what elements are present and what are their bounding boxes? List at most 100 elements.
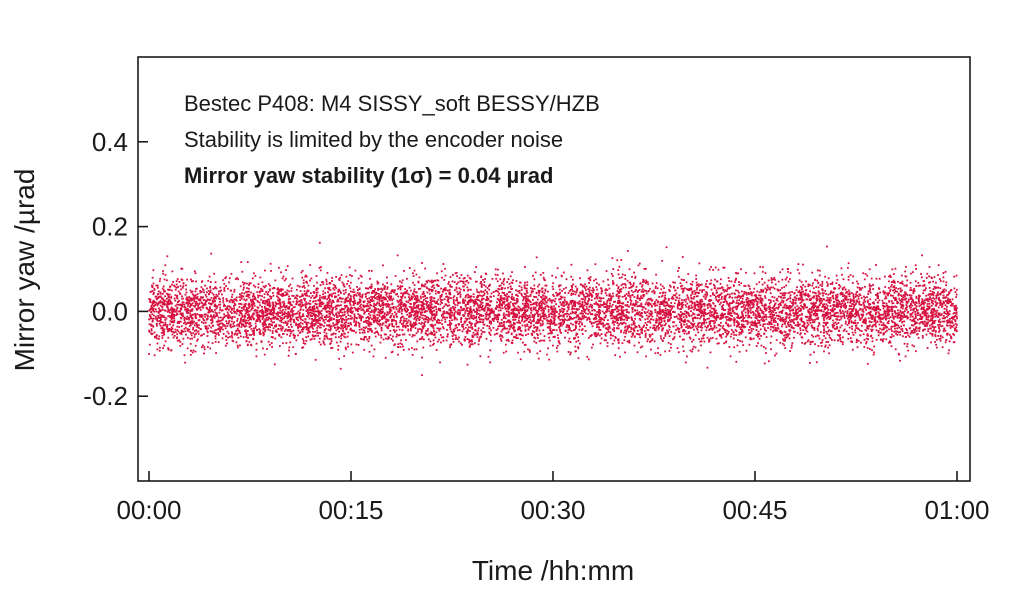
data-point (690, 287, 693, 290)
data-point (924, 289, 927, 292)
data-point (808, 284, 811, 286)
data-point (759, 328, 762, 331)
data-point (887, 287, 890, 289)
data-point (245, 330, 248, 333)
data-point (883, 293, 886, 295)
data-point (578, 316, 581, 319)
data-point (506, 293, 508, 296)
data-point (227, 332, 230, 335)
data-point (336, 319, 339, 322)
data-point (902, 312, 905, 314)
data-point (704, 298, 707, 300)
data-point (694, 293, 697, 295)
data-point (925, 333, 928, 336)
data-point (859, 334, 862, 337)
data-point (279, 301, 282, 304)
data-point (533, 314, 536, 317)
data-point (574, 300, 577, 303)
data-point (382, 311, 384, 313)
data-point (780, 318, 783, 321)
data-point (475, 321, 478, 324)
data-point (386, 338, 389, 340)
data-point (242, 336, 245, 339)
data-point (158, 280, 161, 283)
data-point (909, 296, 912, 299)
data-point (740, 326, 743, 329)
data-point (628, 324, 631, 327)
data-point (415, 315, 418, 318)
data-point (722, 288, 725, 291)
data-point (363, 312, 366, 315)
data-point (945, 300, 948, 302)
data-point (915, 305, 918, 308)
data-point (162, 347, 164, 349)
data-point (287, 326, 290, 328)
data-point (546, 304, 548, 307)
data-point (386, 276, 388, 279)
data-point (583, 304, 586, 307)
data-point (933, 291, 936, 294)
data-point (680, 322, 683, 325)
data-point (717, 287, 720, 290)
data-point (705, 283, 707, 285)
data-point (608, 299, 611, 302)
data-point (785, 299, 788, 302)
data-point (754, 298, 757, 301)
data-point (798, 306, 801, 309)
data-point (933, 298, 936, 300)
data-point (397, 310, 400, 313)
data-point (286, 324, 288, 326)
data-point (538, 292, 541, 294)
data-point (358, 292, 361, 295)
data-point (394, 343, 396, 346)
data-point (370, 287, 373, 290)
data-point (870, 315, 873, 318)
data-point (306, 326, 309, 329)
data-point (852, 314, 855, 317)
data-point (317, 334, 319, 337)
data-point (800, 286, 803, 289)
data-point (350, 297, 352, 300)
data-point (546, 322, 549, 325)
data-point (500, 318, 503, 321)
data-point (934, 304, 937, 307)
data-point (329, 327, 332, 330)
data-point (275, 318, 278, 320)
data-point (427, 305, 430, 308)
data-point (587, 317, 589, 320)
data-point (185, 301, 188, 304)
data-point (183, 317, 186, 320)
data-point (931, 314, 933, 317)
data-point (647, 303, 649, 306)
data-point (418, 318, 421, 321)
data-point (934, 335, 937, 338)
data-point (953, 318, 956, 321)
data-point (387, 297, 390, 299)
data-point (347, 331, 350, 334)
data-point (892, 289, 895, 292)
data-point (690, 307, 693, 309)
data-point (345, 321, 347, 324)
data-point (751, 303, 754, 306)
data-point (800, 280, 803, 283)
data-point (821, 285, 823, 287)
data-point (658, 305, 661, 308)
data-point (902, 294, 905, 296)
data-point (792, 308, 795, 311)
data-point (349, 302, 351, 305)
data-point (525, 295, 528, 297)
data-point (571, 310, 574, 313)
data-point (566, 324, 568, 326)
data-point (885, 317, 888, 320)
data-point (539, 315, 542, 318)
data-point (952, 316, 954, 318)
data-point (593, 332, 596, 334)
data-point (951, 320, 953, 323)
data-point (209, 306, 211, 308)
data-point (884, 275, 886, 278)
data-point (449, 313, 452, 316)
data-point (365, 310, 368, 312)
data-point (316, 332, 319, 335)
data-point (883, 327, 886, 330)
